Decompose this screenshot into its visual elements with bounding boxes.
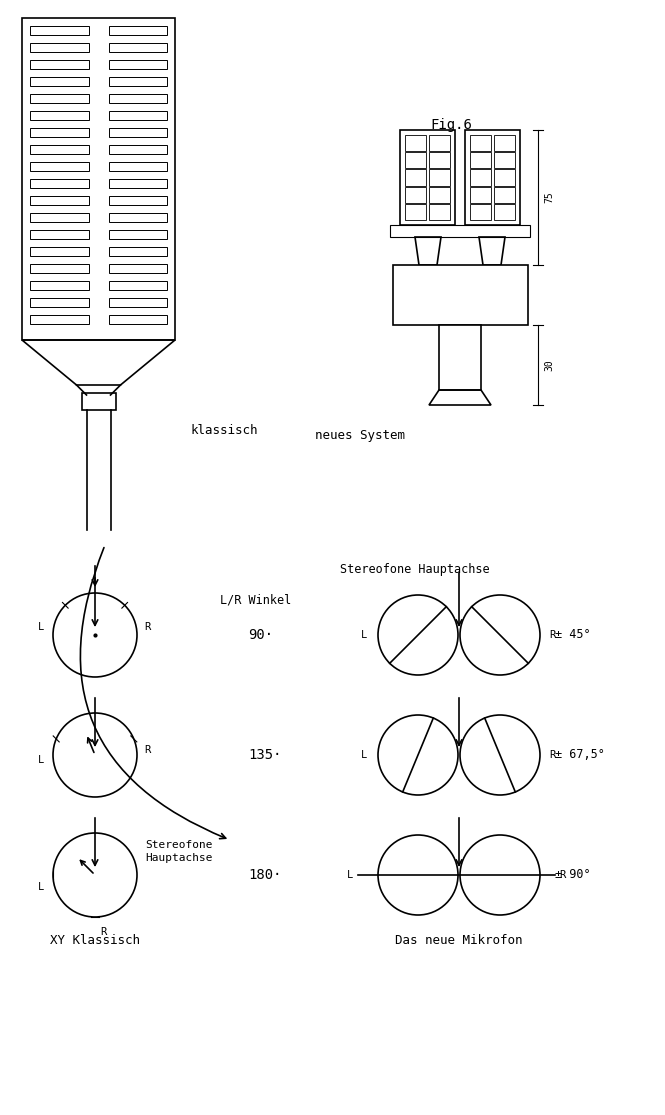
Text: Stereofone
Hauptachse: Stereofone Hauptachse: [145, 840, 213, 863]
Bar: [470, 153, 491, 168]
Bar: [30, 112, 88, 120]
Text: 30: 30: [544, 359, 554, 371]
Text: L: L: [347, 870, 353, 880]
Bar: [470, 135, 491, 152]
Bar: [439, 324, 481, 390]
Text: ± 90°: ± 90°: [555, 869, 591, 882]
Bar: [108, 94, 167, 104]
Text: 90·: 90·: [248, 628, 273, 642]
Bar: [494, 204, 515, 220]
Bar: [108, 248, 167, 256]
Bar: [108, 230, 167, 240]
Bar: [108, 112, 167, 120]
Bar: [108, 77, 167, 86]
Bar: [108, 196, 167, 205]
Bar: [22, 18, 175, 340]
Text: Das neue Mikrofon: Das neue Mikrofon: [395, 933, 523, 947]
Bar: [30, 316, 88, 324]
Text: R: R: [144, 622, 150, 632]
Bar: [30, 26, 88, 36]
Bar: [108, 162, 167, 172]
Bar: [108, 180, 167, 188]
Bar: [108, 26, 167, 36]
Bar: [30, 180, 88, 188]
Text: 180·: 180·: [248, 867, 281, 882]
Bar: [393, 265, 528, 324]
Bar: [494, 153, 515, 168]
Text: ± 67,5°: ± 67,5°: [555, 748, 605, 762]
Bar: [30, 298, 88, 308]
Text: L: L: [38, 882, 44, 892]
Text: Fig.6: Fig.6: [430, 118, 472, 132]
Bar: [108, 281, 167, 290]
Text: L: L: [361, 750, 367, 760]
Text: klassisch: klassisch: [190, 424, 257, 436]
Text: L: L: [38, 755, 44, 765]
Bar: [494, 186, 515, 203]
Bar: [82, 392, 116, 410]
Bar: [30, 281, 88, 290]
FancyArrowPatch shape: [80, 547, 225, 838]
Bar: [30, 230, 88, 240]
Text: L/R Winkel: L/R Winkel: [220, 593, 291, 607]
Bar: [390, 225, 530, 237]
Bar: [429, 135, 450, 152]
Bar: [465, 130, 520, 225]
Bar: [108, 43, 167, 52]
Bar: [30, 43, 88, 52]
Bar: [30, 264, 88, 273]
Bar: [405, 204, 426, 220]
Text: neues System: neues System: [315, 428, 405, 442]
Text: R: R: [549, 630, 555, 640]
Text: R: R: [559, 870, 565, 880]
Bar: [405, 186, 426, 203]
Bar: [494, 169, 515, 185]
Bar: [429, 204, 450, 220]
Text: XY Klassisch: XY Klassisch: [50, 933, 140, 947]
Bar: [30, 77, 88, 86]
Bar: [108, 145, 167, 154]
Text: Stereofone Hauptachse: Stereofone Hauptachse: [340, 563, 489, 576]
Bar: [108, 128, 167, 137]
Bar: [108, 60, 167, 69]
Text: R: R: [549, 750, 555, 760]
Bar: [30, 94, 88, 104]
Bar: [494, 135, 515, 152]
Text: R: R: [144, 745, 150, 755]
Text: 75: 75: [544, 191, 554, 203]
Bar: [30, 248, 88, 256]
Bar: [108, 316, 167, 324]
Bar: [30, 60, 88, 69]
Bar: [405, 153, 426, 168]
Bar: [30, 196, 88, 205]
Bar: [30, 128, 88, 137]
Bar: [405, 135, 426, 152]
Bar: [470, 204, 491, 220]
Bar: [30, 162, 88, 172]
Bar: [30, 145, 88, 154]
Bar: [108, 264, 167, 273]
Bar: [429, 169, 450, 185]
Text: ± 45°: ± 45°: [555, 629, 591, 641]
Bar: [108, 298, 167, 308]
Bar: [30, 213, 88, 222]
Bar: [429, 186, 450, 203]
Bar: [405, 169, 426, 185]
Text: R: R: [100, 927, 106, 937]
Bar: [470, 186, 491, 203]
Bar: [429, 153, 450, 168]
Text: L: L: [38, 622, 44, 632]
Bar: [108, 213, 167, 222]
Bar: [400, 130, 455, 225]
Text: L: L: [361, 630, 367, 640]
Bar: [470, 169, 491, 185]
Text: 135·: 135·: [248, 748, 281, 762]
